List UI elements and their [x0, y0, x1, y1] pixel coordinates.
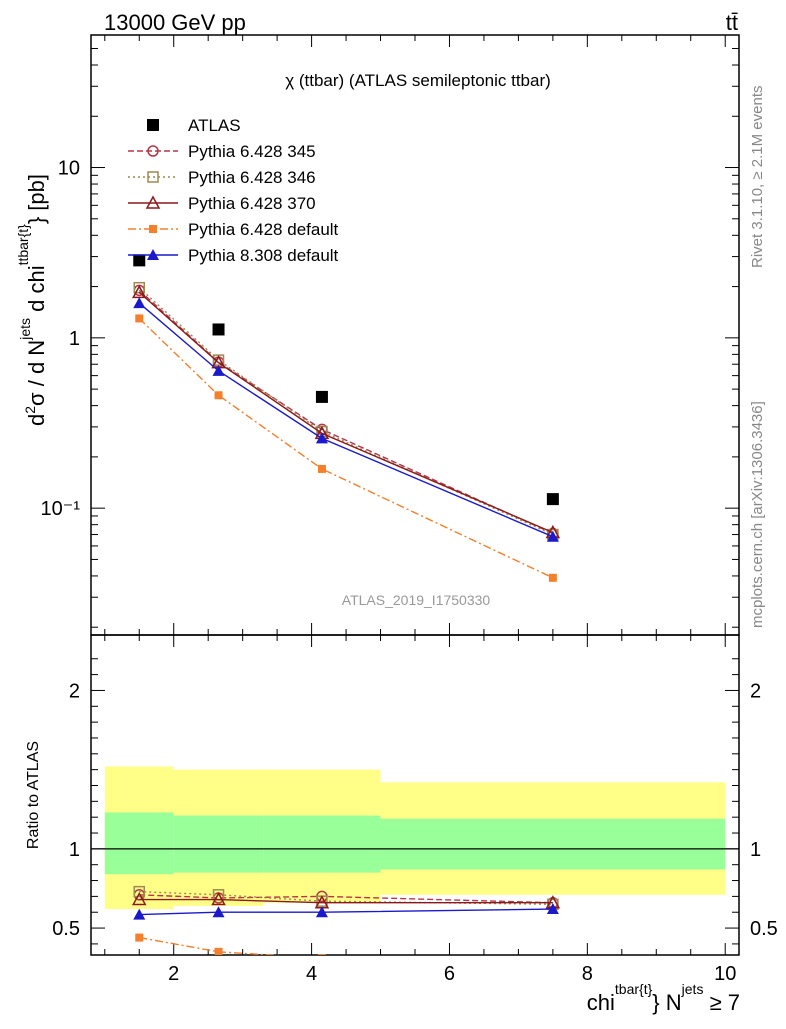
main-series-line	[138, 291, 554, 534]
main-data-point	[135, 314, 144, 323]
mcplots-label: mcplots.cern.ch [arXiv:1306.3436]	[749, 401, 766, 628]
ratio-data-point	[211, 891, 226, 906]
legend-label: Pythia 6.428 370	[188, 194, 316, 213]
main-data-point	[214, 391, 223, 400]
main-data-point	[212, 323, 225, 336]
legend-marker	[147, 145, 159, 157]
main-data-point	[133, 254, 146, 267]
main-data-point	[546, 493, 559, 506]
x-axis-label: chitbar{t}} Njets ≥ 7	[587, 981, 740, 1015]
svg-text:chitbar{t}} Njets ≥ 7: chitbar{t}} Njets ≥ 7	[587, 981, 740, 1015]
ratio-series-line	[139, 908, 553, 916]
ratio-series-line	[139, 894, 553, 904]
ratio-data-point	[546, 903, 559, 915]
ratio-data-point	[133, 885, 146, 898]
main-y-tick-label: 10	[58, 158, 80, 180]
main-series-line	[138, 287, 554, 536]
svg-text:d2σ / d Njets d chittbar{t}} [: d2σ / d Njets d chittbar{t}} [pb]	[15, 174, 49, 426]
ratio-data-point	[317, 954, 326, 955]
x-tick-label: 2	[168, 963, 179, 985]
legend-label: Pythia 8.308 default	[188, 246, 339, 265]
ratio-y-tick-label-right: 0.5	[750, 918, 778, 940]
main-y-axis-label: d2σ / d Njets d chittbar{t}} [pb]	[15, 174, 49, 426]
ratio-bands	[104, 766, 726, 910]
legend-marker	[147, 249, 159, 260]
legend-label: Pythia 6.428 default	[188, 220, 339, 239]
ratio-data-point	[131, 891, 147, 906]
legend-marker	[149, 225, 157, 233]
x-tick-label: 4	[306, 963, 317, 985]
ratio-data-point	[133, 908, 146, 920]
ratio-y-tick-label-right: 2	[750, 680, 761, 702]
ratio-data-point	[135, 933, 144, 942]
main-y-tick-label: 10⁻¹	[41, 498, 81, 520]
main-data-point	[548, 573, 557, 582]
ratio-y-tick-label-right: 1	[750, 839, 761, 861]
process-label: tt̄	[726, 10, 738, 35]
main-data-point	[133, 297, 146, 309]
x-tick-label: 6	[444, 963, 455, 985]
ratio-data-point	[214, 947, 223, 955]
energy-label: 13000 GeV pp	[104, 10, 246, 35]
main-data-point	[315, 390, 328, 403]
legend-label: Pythia 6.428 345	[188, 142, 316, 161]
main-data-point	[546, 530, 559, 542]
x-tick-label: 8	[582, 963, 593, 985]
main-series-line	[138, 302, 554, 538]
main-data-point	[315, 432, 328, 444]
legend-label: Pythia 6.428 346	[188, 168, 316, 187]
ratio-data-point	[549, 959, 557, 967]
ratio-y-tick-label: 2	[69, 680, 80, 702]
legend-marker	[147, 171, 159, 183]
ratio-inner-band	[173, 815, 264, 873]
legend-marker	[147, 119, 159, 131]
legend: ATLAS Pythia 6.428 345 Pythia 6.428 346 Pyt…	[128, 116, 339, 265]
legend-label: ATLAS	[188, 116, 241, 135]
ratio-inner-band	[104, 812, 174, 875]
main-series-line	[138, 289, 554, 535]
ratio-series-line	[139, 898, 553, 904]
ratio-inner-band	[263, 815, 381, 873]
watermark-label: ATLAS_2019_I1750330	[342, 592, 491, 608]
main-plot-title: χ (ttbar) (ATLAS semileptonic ttbar)	[285, 71, 551, 90]
main-series-line	[138, 317, 554, 579]
ratio-series-group	[131, 885, 561, 967]
x-tick-label: 10	[714, 963, 736, 985]
ratio-y-axis-label: Ratio to ATLAS	[25, 741, 42, 849]
legend-marker	[145, 195, 161, 209]
ratio-y-tick-label: 1	[69, 839, 80, 861]
rivet-version-label: Rivet 3.1.10, ≥ 2.1M events	[749, 86, 766, 269]
main-series-group	[131, 254, 561, 582]
ratio-series-line	[139, 890, 553, 906]
main-y-tick-label: 1	[69, 328, 80, 350]
main-data-point	[212, 364, 225, 376]
main-data-point	[317, 464, 326, 473]
ratio-inner-band	[380, 818, 726, 870]
ratio-y-tick-label: 0.5	[52, 918, 80, 940]
ratio-data-point	[315, 906, 328, 918]
ratio-data-point	[212, 906, 225, 918]
